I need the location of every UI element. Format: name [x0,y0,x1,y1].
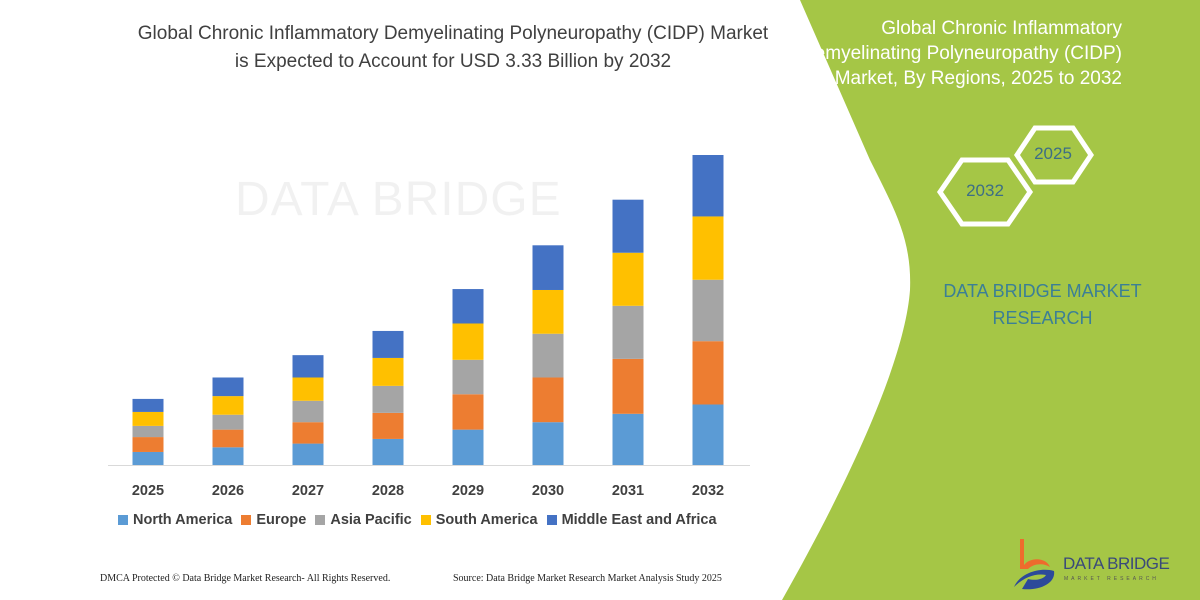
brand-line-2: RESEARCH [992,308,1093,328]
legend-swatch [420,515,431,525]
bar-segment-2029-middle-east-and-africa [452,289,484,324]
logo-icon [1014,539,1055,590]
bar-segment-2029-asia-pacific [452,359,484,395]
bar-segment-2025-south-america [132,411,164,426]
panel-title: Global Chronic Inflammatory Demyelinatin… [800,18,1122,89]
brand-line-1: DATA BRIDGE MARKET [943,281,1142,301]
bar-segment-2027-asia-pacific [292,400,324,423]
bar-segment-2032-south-america [692,216,724,280]
bar-segment-2032-north-america [692,404,724,465]
bar-segment-2030-north-america [532,422,564,465]
bar-segment-2029-south-america [452,323,484,360]
x-tick-label: 2026 [212,483,244,499]
x-tick-label: 2032 [692,483,724,499]
watermark: DATA BRIDGE [235,173,562,226]
legend-swatch [546,515,557,525]
bar-segment-2026-north-america [212,447,244,465]
legend-swatch [118,515,128,525]
bar-segment-2031-middle-east-and-africa [612,199,644,253]
brand-text: DATA BRIDGE MARKET RESEARCH [925,278,1160,332]
legend-item: South America [420,512,538,528]
hex-label-2025: 2025 [1034,144,1072,163]
bar-segment-2031-asia-pacific [612,305,644,359]
legend-label: Asia Pacific [330,512,412,528]
bar-segment-2028-middle-east-and-africa [372,330,404,358]
logo-text: DATA BRIDGE [1063,554,1170,573]
bar-segment-2032-middle-east-and-africa [692,155,724,217]
bar-segment-2028-north-america [372,438,404,465]
footer-source: Source: Data Bridge Market Research Mark… [453,573,722,584]
bar-segment-2030-europe [532,377,564,423]
bar-segment-2027-south-america [292,377,324,401]
x-tick-label: 2027 [292,483,324,499]
bar-segment-2026-asia-pacific [212,414,244,430]
bar-segment-2026-middle-east-and-africa [212,377,244,397]
legend-swatch [241,515,252,525]
legend: North America Europe Asia Pacific South Ame… [118,512,717,528]
bar-segment-2029-europe [452,394,484,430]
bar-segment-2028-south-america [372,357,404,386]
hex-label-2032: 2032 [966,181,1004,200]
legend-label: North America [133,512,233,528]
bar-segment-2028-europe [372,412,404,439]
bar-segment-2026-europe [212,429,244,448]
bar-segment-2027-europe [292,422,324,444]
bar-segment-2030-middle-east-and-africa [532,245,564,290]
legend-swatch [315,515,326,525]
x-tick-label: 2029 [452,483,484,499]
x-tick-label: 2031 [612,483,644,499]
bar-segment-2031-north-america [612,413,644,465]
legend-label: Europe [256,512,307,528]
chart-title: Global Chronic Inflammatory Demyelinatin… [137,23,769,72]
bar-segment-2030-asia-pacific [532,333,564,378]
bar-segment-2027-middle-east-and-africa [292,355,324,378]
bar-segment-2026-south-america [212,396,244,415]
bar-segment-2030-south-america [532,289,564,334]
bar-segment-2031-south-america [612,252,644,306]
legend-item: North America [118,512,232,528]
x-tick-label: 2028 [372,483,404,499]
legend-item: Europe [241,512,306,528]
legend-item: Middle East and Africa [546,512,717,528]
bar-segment-2028-asia-pacific [372,385,404,413]
logo-subtext: MARKET RESEARCH [1064,576,1159,582]
x-tick-label: 2030 [532,483,564,499]
bar-segment-2032-europe [692,341,724,405]
legend-item: Asia Pacific [315,512,412,528]
bar-segment-2025-europe [132,437,164,452]
bar-segment-2025-north-america [132,451,164,465]
legend-label: Middle East and Africa [561,512,717,528]
bar-segment-2025-asia-pacific [132,425,164,438]
bar-segment-2029-north-america [452,429,484,465]
stacked-bar-chart: 2025 2026 2027 2028 2029 2030 2031 2032 [108,155,750,499]
bar-segment-2031-europe [612,358,644,414]
bar-segment-2027-north-america [292,443,324,465]
bar-segment-2032-asia-pacific [692,279,724,342]
footer-copyright: DMCA Protected © Data Bridge Market Rese… [100,573,391,584]
x-tick-label: 2025 [132,483,164,499]
legend-label: South America [435,512,538,528]
bar-segment-2025-middle-east-and-africa [132,398,164,412]
